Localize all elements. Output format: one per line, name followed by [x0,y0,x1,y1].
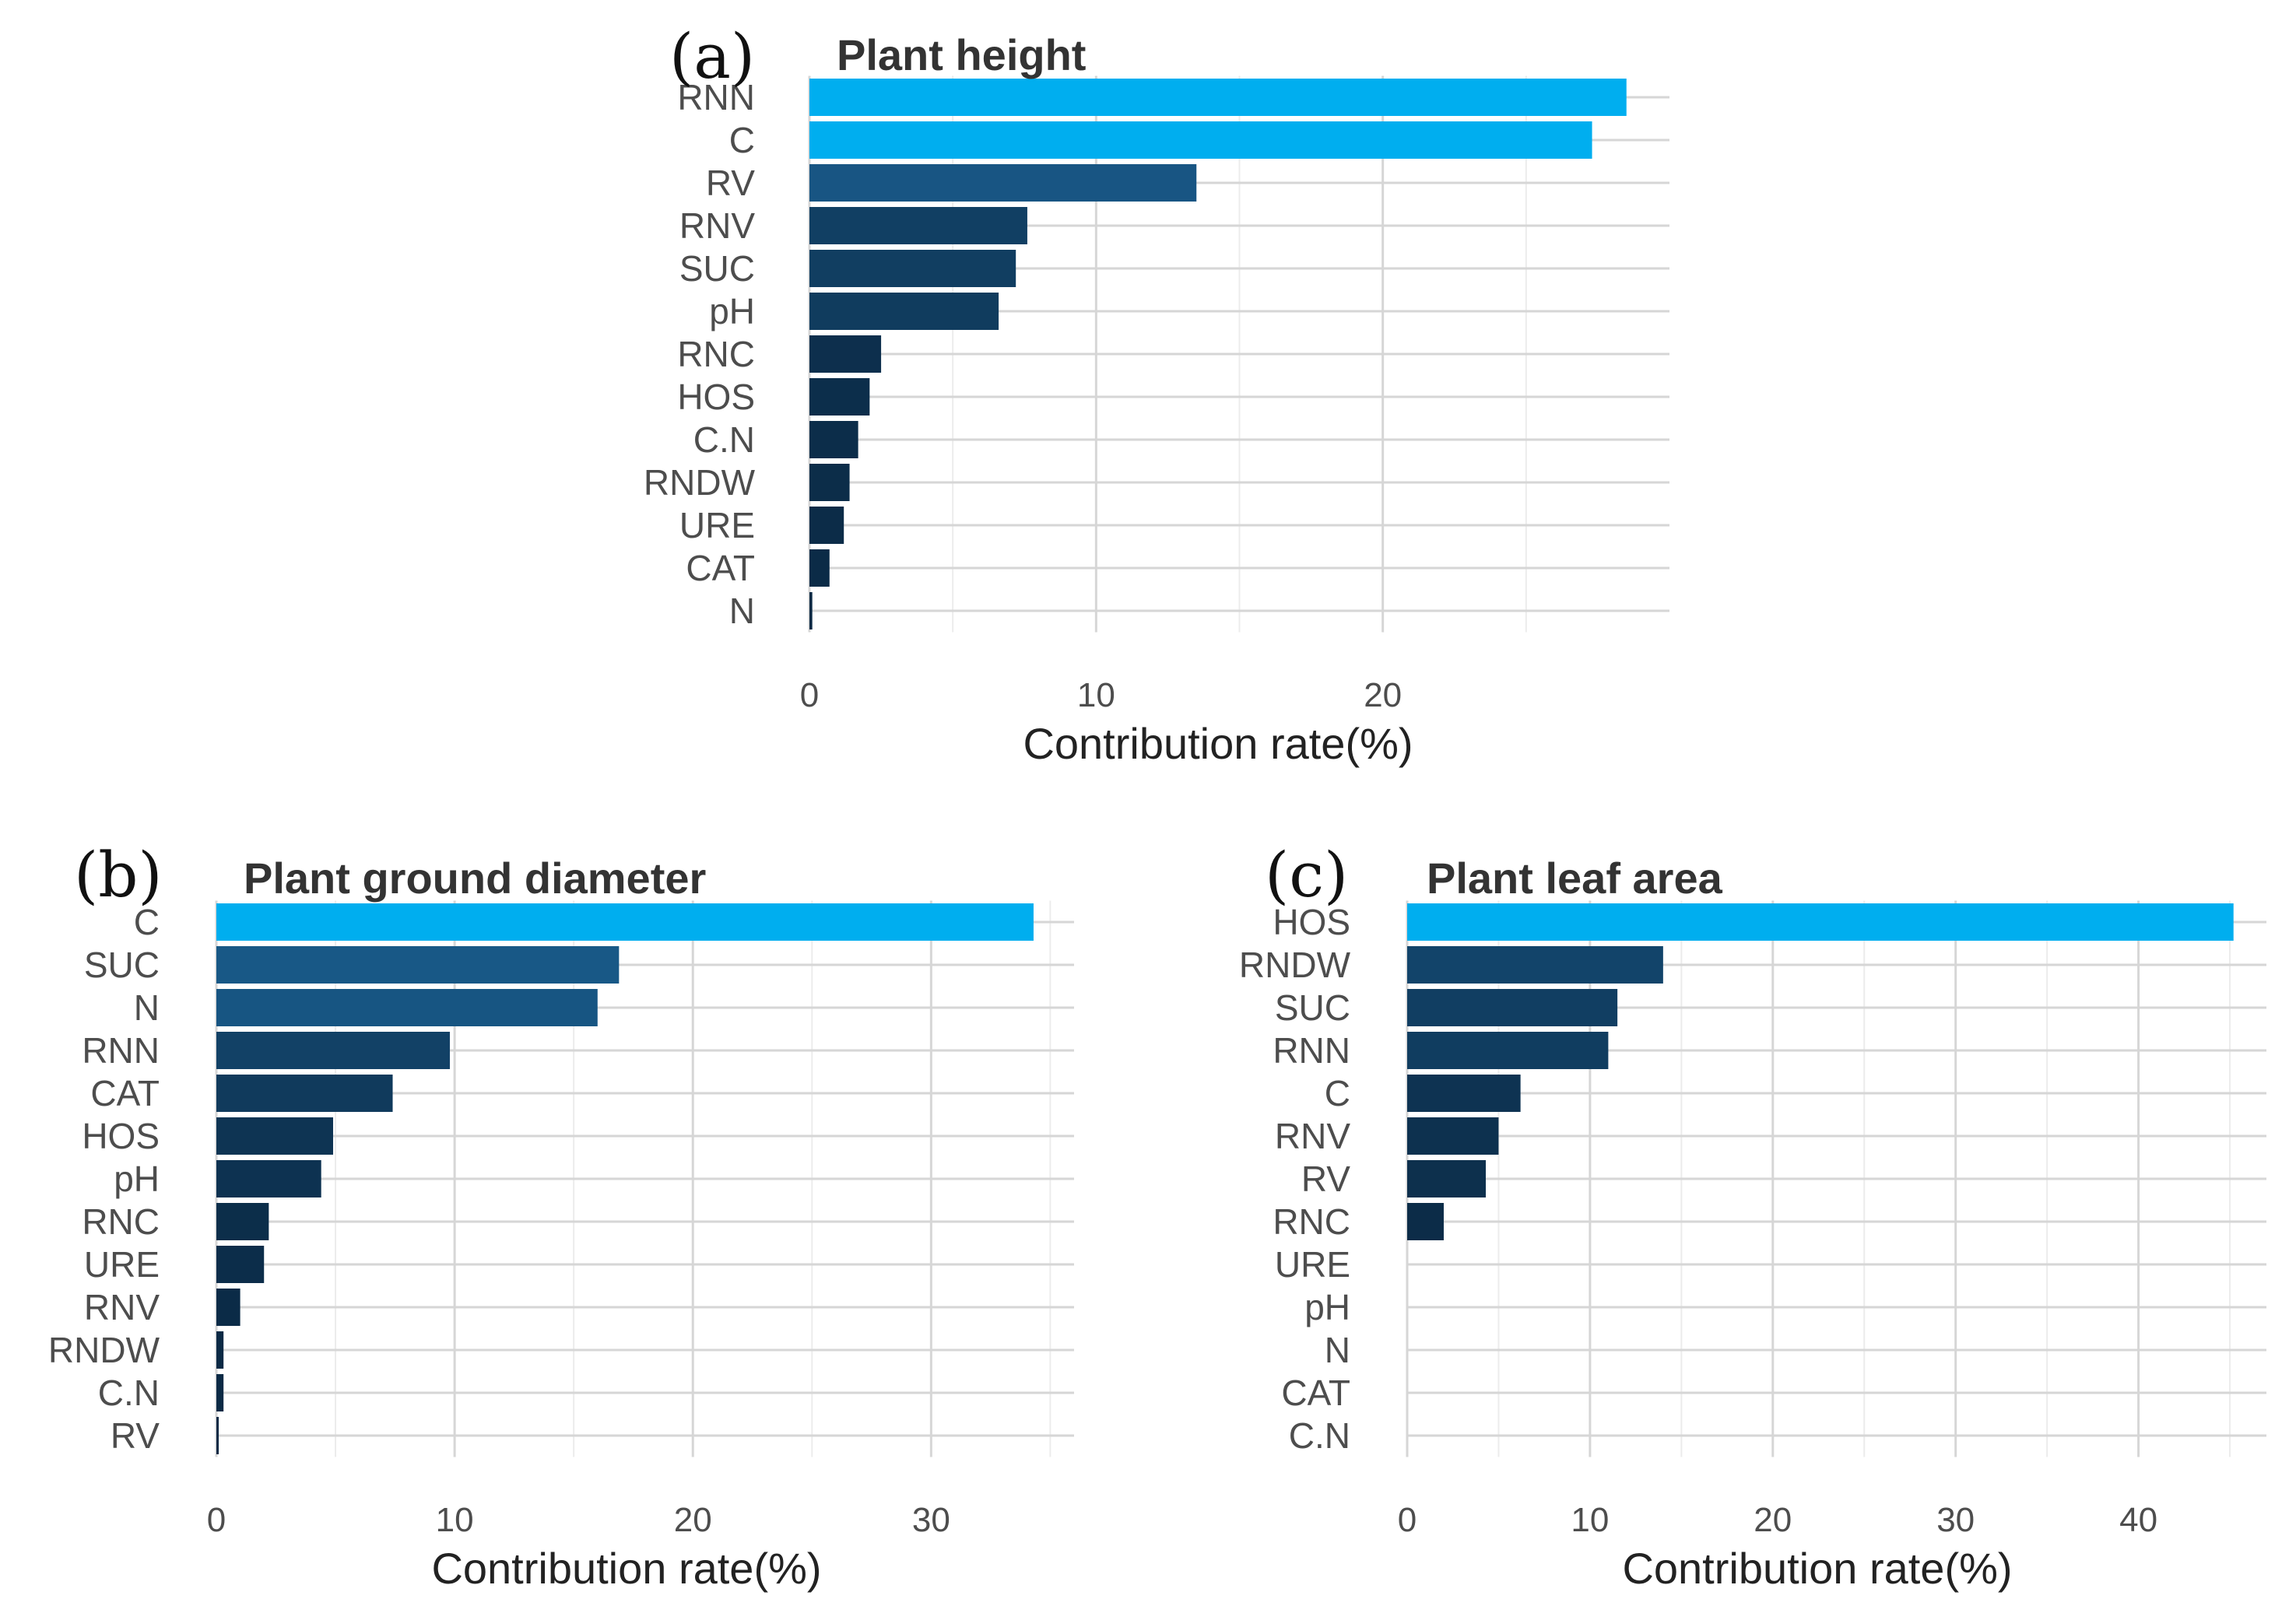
category-label: N [134,987,160,1028]
x-tick-label: 30 [1936,1501,1975,1539]
bar-SUC [216,946,620,984]
bar-C.N [809,421,858,458]
bar-RV [809,164,1197,202]
x-tick-label: 20 [674,1501,712,1539]
category-label: RV [706,163,755,203]
category-label: pH [114,1159,160,1199]
bar-RNN [1407,1032,1609,1069]
x-tick-label: 10 [1077,676,1115,714]
bar-RV [1407,1160,1487,1197]
category-label: N [729,591,755,631]
category-label: pH [1304,1287,1350,1327]
category-label: CAT [1281,1373,1350,1413]
bar-RNC [1407,1203,1444,1240]
category-label: SUC [84,945,160,985]
category-label: pH [709,291,755,331]
panel-label: (c) [1265,839,1348,911]
bar-C [809,121,1592,159]
category-label: URE [84,1244,160,1285]
bar-RV [216,1417,219,1454]
category-label: HOS [82,1116,160,1156]
bar-RNV [216,1289,240,1326]
category-label: N [1325,1330,1350,1370]
panel-label: (b) [74,839,163,911]
category-label: RNC [677,334,755,374]
category-label: CAT [686,548,755,588]
bar-N [216,989,598,1026]
category-label: RNV [679,205,755,246]
category-label: RNC [82,1201,160,1242]
bar-pH [216,1160,321,1197]
bar-RNDW [809,464,850,501]
category-label: RNC [1273,1201,1350,1242]
category-label: RNDW [48,1330,160,1370]
bar-CAT [809,549,830,587]
category-label: RNN [677,77,755,117]
category-label: RNV [1275,1116,1350,1156]
x-tick-label: 0 [207,1501,226,1539]
chart-title: Plant leaf area [1427,854,1723,903]
x-tick-label: 30 [912,1501,950,1539]
category-label: RV [1301,1159,1350,1199]
bar-RNV [1407,1117,1499,1155]
bar-HOS [216,1117,333,1155]
bar-N [809,592,813,629]
category-label: RV [111,1415,160,1456]
category-label: C [134,902,160,942]
bar-RNN [216,1032,450,1069]
bar-CAT [216,1075,393,1112]
category-label: C.N [693,419,755,460]
category-label: C.N [98,1373,160,1413]
bar-RNDW [1407,946,1663,984]
bar-C [1407,1075,1521,1112]
category-label: CAT [90,1073,160,1113]
x-axis-title: Contribution rate(%) [1622,1544,2012,1593]
x-tick-label: 10 [436,1501,474,1539]
category-label: HOS [1273,902,1350,942]
bar-URE [809,507,844,544]
category-label: C [1325,1073,1350,1113]
chart-title: Plant height [837,30,1086,79]
x-tick-label: 0 [1398,1501,1417,1539]
panel-label: (a) [669,20,755,93]
x-tick-label: 20 [1754,1501,1792,1539]
bar-RNDW [216,1331,224,1369]
x-tick-label: 10 [1571,1501,1609,1539]
x-tick-label: 20 [1364,676,1402,714]
bar-SUC [1407,989,1618,1026]
category-label: HOS [677,377,755,417]
bar-RNN [809,79,1627,116]
bar-HOS [809,378,870,416]
category-label: SUC [679,248,755,289]
bar-RNC [216,1203,269,1240]
bar-pH [809,293,999,330]
x-tick-label: 0 [800,676,819,714]
x-axis-title: Contribution rate(%) [431,1544,821,1593]
category-label: URE [679,505,755,545]
chart-title: Plant ground diameter [244,854,706,903]
x-tick-label: 40 [2119,1501,2157,1539]
bar-HOS [1407,903,2234,941]
bar-RNV [809,207,1027,244]
category-label: C [729,120,755,160]
category-label: URE [1275,1244,1350,1285]
category-label: RNDW [1239,945,1351,985]
category-label: RNDW [644,462,756,503]
category-label: RNN [1273,1030,1350,1071]
category-label: RNN [82,1030,160,1071]
bar-C.N [216,1374,224,1411]
bar-URE [216,1246,265,1283]
category-label: C.N [1289,1415,1350,1456]
x-axis-title: Contribution rate(%) [1023,719,1413,768]
bar-C [216,903,1034,941]
bar-SUC [809,250,1016,287]
bar-RNC [809,335,882,373]
category-label: RNV [84,1287,160,1327]
category-label: SUC [1275,987,1350,1028]
